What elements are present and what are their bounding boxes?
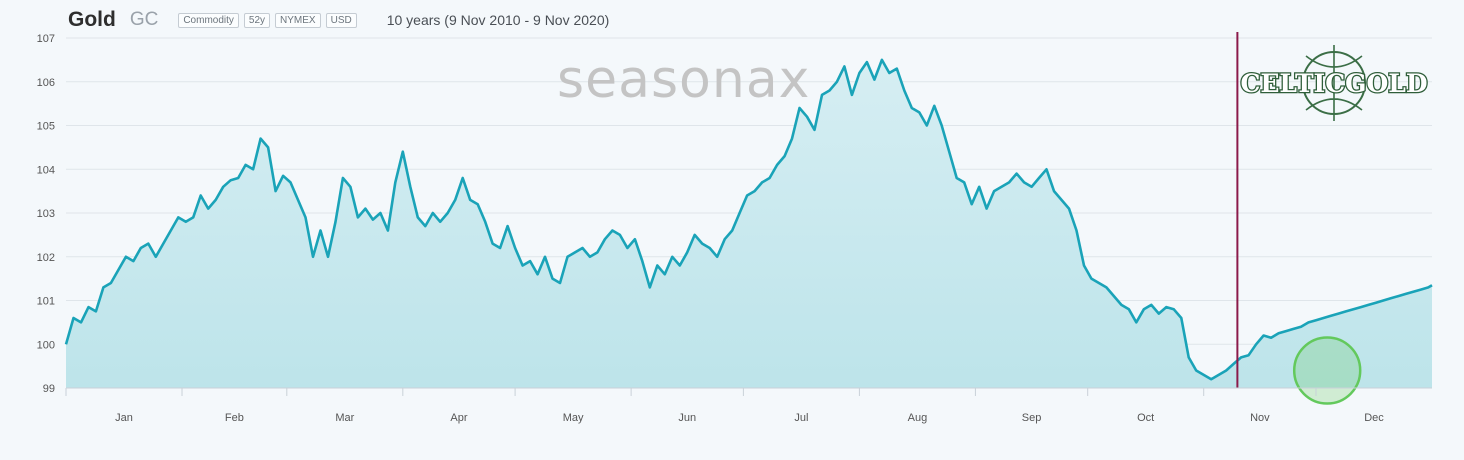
x-tick-label: Dec xyxy=(1364,412,1384,424)
x-tick-label: Jun xyxy=(678,412,696,424)
tag-history[interactable]: 52y xyxy=(243,12,271,28)
y-tick-label: 100 xyxy=(37,339,55,351)
celtic-cross-icon xyxy=(1305,45,1363,121)
y-tick-label: 99 xyxy=(43,383,55,395)
x-tick-label: Jul xyxy=(794,412,808,424)
y-axis: 99 100 101 102 103 104 105 106 107 xyxy=(37,33,55,395)
instrument-title: Gold xyxy=(68,8,116,31)
y-tick-label: 102 xyxy=(37,252,55,264)
x-tick-label: Sep xyxy=(1022,412,1042,424)
x-tick-label: Apr xyxy=(450,412,467,424)
y-tick-label: 106 xyxy=(37,77,55,89)
x-tick-label: Jan xyxy=(115,412,133,424)
y-tick-label: 103 xyxy=(37,208,55,220)
tag-asset-class[interactable]: Commodity xyxy=(178,12,239,28)
seasonal-area xyxy=(66,59,1432,389)
x-tick-label: Feb xyxy=(225,412,244,424)
x-axis: Jan Feb Mar Apr May Jun Jul Aug Sep Oct Nov Dec xyxy=(65,387,1432,424)
x-tick-label: Mar xyxy=(335,412,354,424)
tag-currency[interactable]: USD xyxy=(325,12,357,28)
time-range-label: 10 years (9 Nov 2010 - 9 Nov 2020) xyxy=(386,12,610,28)
x-tick-label: Aug xyxy=(908,412,928,424)
seasonax-watermark: seasonax xyxy=(557,50,810,110)
logo-text: CELTICGOLD xyxy=(1240,69,1427,98)
instrument-symbol: GC xyxy=(129,9,159,30)
chart-header: Gold GC Commodity 52y NYMEX USD 10 years… xyxy=(68,6,609,34)
y-tick-label: 104 xyxy=(37,164,55,176)
seasonal-low-highlight xyxy=(1292,336,1362,405)
x-tick-label: Nov xyxy=(1250,412,1270,424)
y-tick-label: 105 xyxy=(37,121,55,133)
x-tick-label: Oct xyxy=(1137,412,1154,424)
y-tick-label: 107 xyxy=(37,33,55,45)
y-tick-label: 101 xyxy=(37,296,55,308)
x-tick-label: May xyxy=(563,412,584,424)
tag-exchange[interactable]: NYMEX xyxy=(275,12,321,28)
celticgold-logo: CELTICGOLD xyxy=(1239,45,1429,121)
seasonal-line[interactable] xyxy=(64,58,1433,381)
